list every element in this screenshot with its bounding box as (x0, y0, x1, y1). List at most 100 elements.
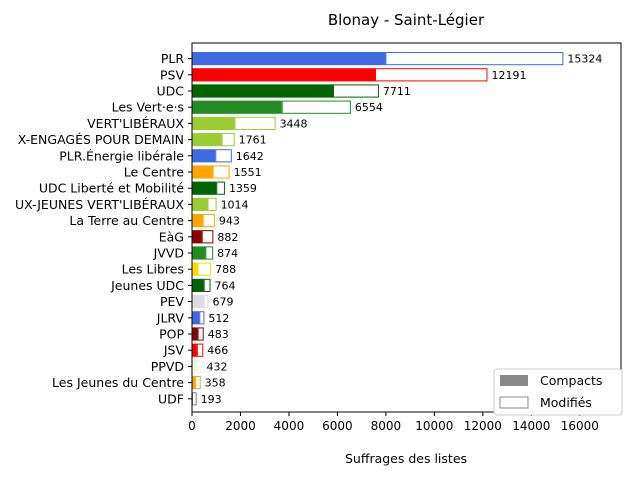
bar-modifies (385, 52, 564, 66)
category-label: PLR.Énergie libérale (59, 148, 184, 163)
category-label: JSV (163, 343, 185, 358)
bar-compacts (192, 116, 235, 130)
value-label: 6554 (355, 101, 383, 114)
bar-modifies (234, 116, 276, 131)
legend-label-compacts: Compacts (540, 373, 602, 388)
category-label: UDC (156, 84, 184, 99)
legend-swatch-compacts (500, 375, 528, 386)
category-label: La Terre au Centre (69, 213, 184, 228)
bar-compacts (192, 68, 375, 82)
bar-compacts (192, 343, 197, 357)
value-label: 1551 (234, 166, 262, 179)
bar-modifies (203, 278, 211, 292)
category-label: UDF (158, 391, 184, 406)
bar-compacts (192, 311, 200, 325)
value-label: 679 (212, 296, 233, 309)
bar-modifies (192, 392, 197, 406)
value-label: 3448 (280, 117, 308, 130)
category-label: Les Libres (122, 262, 184, 277)
value-label: 15324 (567, 53, 602, 66)
x-tick-label: 4000 (274, 419, 305, 433)
bar-modifies (215, 149, 232, 163)
category-label: X-ENGAGÉS POUR DEMAIN (18, 132, 184, 147)
bar-modifies (199, 311, 205, 325)
bar-modifies (203, 295, 209, 309)
bar-compacts (192, 214, 203, 228)
value-label: 358 (205, 377, 226, 390)
value-label: 874 (217, 247, 238, 260)
value-label: 1642 (236, 150, 264, 163)
category-label: UDC Liberté et Mobilité (39, 181, 184, 196)
category-label: PLR (161, 51, 185, 66)
bar-compacts (192, 359, 198, 373)
x-axis-label: Suffrages des listes (345, 451, 467, 466)
category-label: PPVD (151, 359, 184, 374)
x-tick-label: 12000 (464, 419, 502, 433)
x-tick-label: 16000 (561, 419, 599, 433)
x-axis: 0 2000 4000 6000 8000 10000 12000 14000 16000 (188, 58, 599, 433)
bar-compacts (192, 181, 217, 195)
value-label: 432 (206, 360, 227, 373)
bar-compacts (192, 100, 282, 114)
category-label: Les Vert·e·s (112, 100, 184, 115)
category-label: POP (159, 327, 184, 342)
bar-modifies (205, 246, 214, 260)
bar-compacts (192, 376, 195, 390)
bar-compacts (192, 133, 222, 147)
x-tick-label: 6000 (322, 419, 353, 433)
bar-modifies (194, 376, 201, 390)
value-label: 483 (208, 328, 229, 341)
chart-title: Blonay - Saint-Légier (328, 11, 485, 29)
bar-modifies (333, 84, 379, 98)
bar-compacts (192, 278, 204, 292)
bar-modifies (197, 262, 212, 276)
legend-swatch-modifies (499, 396, 529, 409)
value-label: 12191 (491, 69, 526, 82)
bar-modifies (374, 68, 488, 82)
bar-compacts (192, 295, 204, 309)
value-label: 1761 (239, 134, 267, 147)
x-tick-label: 0 (188, 419, 196, 433)
category-label: JVVD (153, 246, 184, 261)
bar-compacts (192, 327, 198, 341)
value-label: 788 (215, 263, 236, 276)
value-label: 943 (219, 215, 240, 228)
bar-modifies (216, 181, 225, 195)
legend: Compacts Modifiés (493, 368, 623, 416)
category-label: EàG (159, 229, 184, 244)
value-label: 882 (217, 231, 238, 244)
value-label: 1359 (229, 182, 257, 195)
category-label: PSV (160, 67, 184, 82)
bar-compacts (192, 149, 216, 163)
bar-modifies (221, 133, 235, 147)
value-label: 7711 (383, 85, 411, 98)
bar-modifies (201, 230, 214, 244)
value-label: 764 (215, 279, 236, 292)
category-label: JLRV (156, 310, 185, 325)
value-label: 193 (201, 393, 222, 406)
category-label: Jeunes UDC (110, 278, 184, 293)
bar-compacts (192, 246, 206, 260)
legend-label-modifies: Modifiés (540, 395, 592, 410)
value-label: 512 (208, 312, 229, 325)
category-label: Le Centre (124, 165, 185, 180)
bar-compacts (192, 165, 213, 179)
bar-modifies (202, 214, 215, 228)
bar-modifies (196, 343, 204, 357)
category-label: VERT'LIBÉRAUX (87, 116, 184, 131)
bar-modifies (197, 359, 203, 373)
bars-group (192, 52, 564, 406)
value-label: 1014 (221, 198, 249, 211)
plot-frame (191, 42, 622, 413)
bar-compacts (192, 52, 386, 66)
bar-compacts (192, 84, 334, 98)
x-tick-label: 2000 (225, 419, 256, 433)
bar-compacts (192, 262, 198, 276)
category-label: PEV (160, 294, 184, 309)
bar-modifies (207, 197, 217, 212)
bar-modifies (212, 165, 230, 179)
bar-compacts (192, 197, 208, 211)
